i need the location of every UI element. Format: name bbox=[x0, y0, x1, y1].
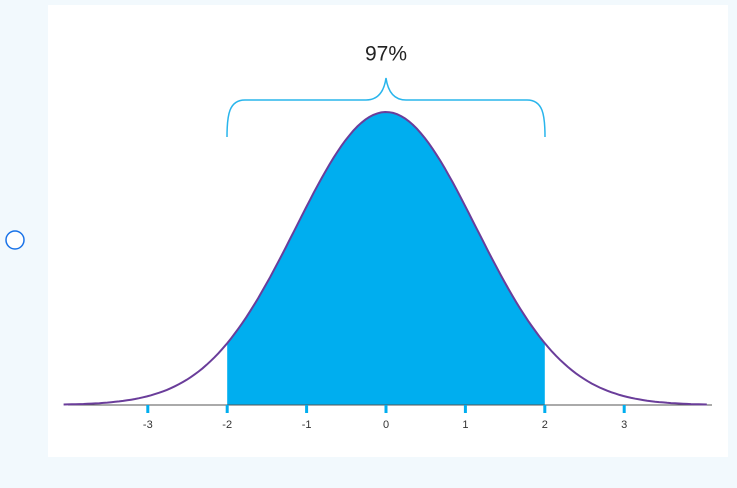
distribution-plot: -3 -2 -1 0 1 2 3 bbox=[63, 110, 712, 431]
tick-label: -2 bbox=[222, 419, 232, 431]
bell-curve bbox=[63, 110, 707, 406]
tick-label: -3 bbox=[143, 419, 153, 431]
tick-label: 0 bbox=[383, 419, 389, 431]
brace bbox=[226, 77, 546, 138]
tick-label: 3 bbox=[621, 419, 627, 431]
percent-label: 97% bbox=[365, 43, 407, 66]
tick-label: -1 bbox=[302, 419, 312, 431]
radio-button[interactable] bbox=[5, 230, 25, 250]
tick-label: 1 bbox=[462, 419, 468, 431]
shaded-area bbox=[227, 112, 545, 405]
tick-label: 2 bbox=[542, 419, 548, 431]
